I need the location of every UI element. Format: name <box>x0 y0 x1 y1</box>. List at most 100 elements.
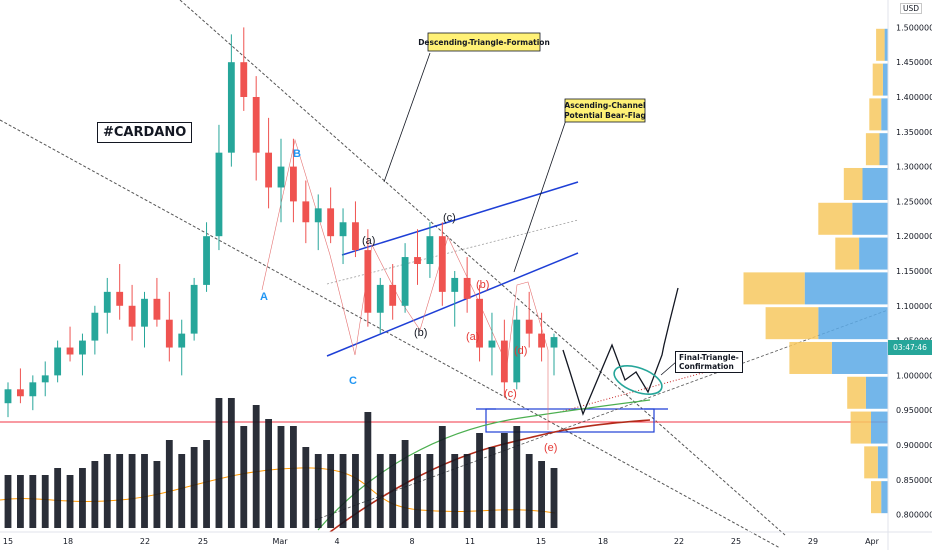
candle-body <box>500 340 508 383</box>
candle-body <box>128 305 136 327</box>
callout-box-descending <box>427 32 541 52</box>
candle-body <box>352 222 359 251</box>
wave-label-a-red: (a) <box>466 331 479 343</box>
channel-lower <box>326 252 579 357</box>
candle-body <box>538 333 546 348</box>
volume-bar <box>265 419 273 528</box>
volume-bar <box>488 447 496 528</box>
volume-bar <box>550 468 558 528</box>
volume-bar <box>426 454 434 528</box>
volume-bar <box>178 454 186 528</box>
volume-bar <box>289 426 297 528</box>
candle-body <box>289 166 297 202</box>
wave-label-e-red: (e) <box>544 442 557 454</box>
volume-bar <box>215 398 223 528</box>
y-axis: 1.50000000 1.45000000 1.40000000 1.35000000… <box>887 0 932 550</box>
callout-box-ascending <box>564 98 646 123</box>
candle-body <box>203 236 210 285</box>
callout-final-box: Final-Triangle- Confirmation <box>675 351 743 373</box>
candle-body <box>178 333 186 348</box>
candle-body <box>91 312 99 341</box>
volume-bar <box>302 447 310 528</box>
x-tick-label: 18 <box>598 537 608 546</box>
volume-bar <box>66 475 74 528</box>
projection-path <box>562 287 679 416</box>
y-tick-label: 1.00000000 <box>896 371 932 380</box>
candle-body <box>414 257 421 265</box>
volume-bar <box>165 440 173 528</box>
profile-sell-bar <box>881 481 888 514</box>
triangle-ellipse <box>613 365 663 395</box>
candle-body <box>54 347 62 376</box>
profile-sell-bar <box>882 63 888 96</box>
callout-final-text-2: Confirmation <box>679 362 734 371</box>
callout-line-ascending <box>513 119 567 273</box>
candle-body <box>116 291 124 306</box>
currency-label[interactable]: USD <box>900 3 923 14</box>
profile-sell-bar <box>804 272 888 305</box>
volume-bar <box>277 426 285 528</box>
volume-bar <box>414 454 421 528</box>
wave-label-c-red: (c) <box>504 388 517 400</box>
wave-label-c-up: (c) <box>443 212 456 224</box>
y-tick-label: 0.90000000 <box>896 441 932 450</box>
wave-label-a-up: (a) <box>362 235 375 247</box>
profile-sell-bar <box>865 376 888 409</box>
profile-buy-bar <box>865 133 880 166</box>
y-tick-label: 1.50000000 <box>896 23 932 32</box>
candle-body <box>41 375 49 383</box>
volume-bar <box>438 426 446 528</box>
volume-bar <box>339 454 347 528</box>
x-tick-label: 25 <box>198 537 208 546</box>
candle-body <box>79 340 86 355</box>
profile-buy-bar <box>872 63 883 96</box>
ticker-label: #CARDANO <box>97 122 193 143</box>
wave-label-b-red: (b) <box>476 279 489 291</box>
channel-upper <box>341 181 579 256</box>
volume-bar <box>352 454 359 528</box>
candle-body <box>265 152 273 188</box>
volume-bars <box>4 398 558 528</box>
wave-label-C: C <box>349 375 357 387</box>
profile-sell-bar <box>871 411 888 444</box>
triangle-box <box>485 408 655 433</box>
candle-body <box>190 284 198 334</box>
callout-ascending-text-2: Potential Bear-Flag <box>564 111 646 120</box>
profile-buy-bar <box>743 272 805 305</box>
candle-body <box>550 337 558 348</box>
profile-buy-bar <box>864 446 878 479</box>
candle-body <box>314 208 322 223</box>
current-price-badge: 03:47:46 <box>888 340 932 355</box>
profile-sell-bar <box>831 341 888 374</box>
candle-body <box>426 236 434 265</box>
wave-label-b-up: (b) <box>414 327 427 339</box>
x-tick-label: 11 <box>465 537 475 546</box>
profile-buy-bar <box>765 307 819 340</box>
volume-bar <box>4 475 12 528</box>
candle-body <box>153 298 161 320</box>
volume-bar <box>103 454 111 528</box>
profile-sell-bar <box>881 98 888 131</box>
channel-middle <box>326 219 579 285</box>
candle-body <box>401 257 409 306</box>
volume-bar <box>476 433 483 528</box>
rising-dashed-line <box>314 309 889 521</box>
y-tick-label: 1.25000000 <box>896 197 932 206</box>
candle-body <box>327 208 335 237</box>
profile-sell-bar <box>877 446 888 479</box>
wave-label-d-red: (d) <box>514 345 527 357</box>
candle-body <box>451 277 459 292</box>
volume-bar <box>54 468 62 528</box>
x-tick-label: 8 <box>409 537 414 546</box>
x-axis: 15 18 22 25 Mar 4 8 11 15 18 22 25 29 Apr <box>0 531 932 546</box>
x-tick-label: 4 <box>334 537 339 546</box>
volume-profile <box>743 28 888 514</box>
candle-body <box>376 284 384 313</box>
profile-buy-bar <box>818 202 853 235</box>
y-tick-label: 1.10000000 <box>896 302 932 311</box>
y-tick-label: 1.15000000 <box>896 267 932 276</box>
profile-buy-bar <box>876 28 885 61</box>
candle-body <box>252 96 260 153</box>
callout-descending-text: Descending-Triangle-Formation <box>418 38 550 47</box>
